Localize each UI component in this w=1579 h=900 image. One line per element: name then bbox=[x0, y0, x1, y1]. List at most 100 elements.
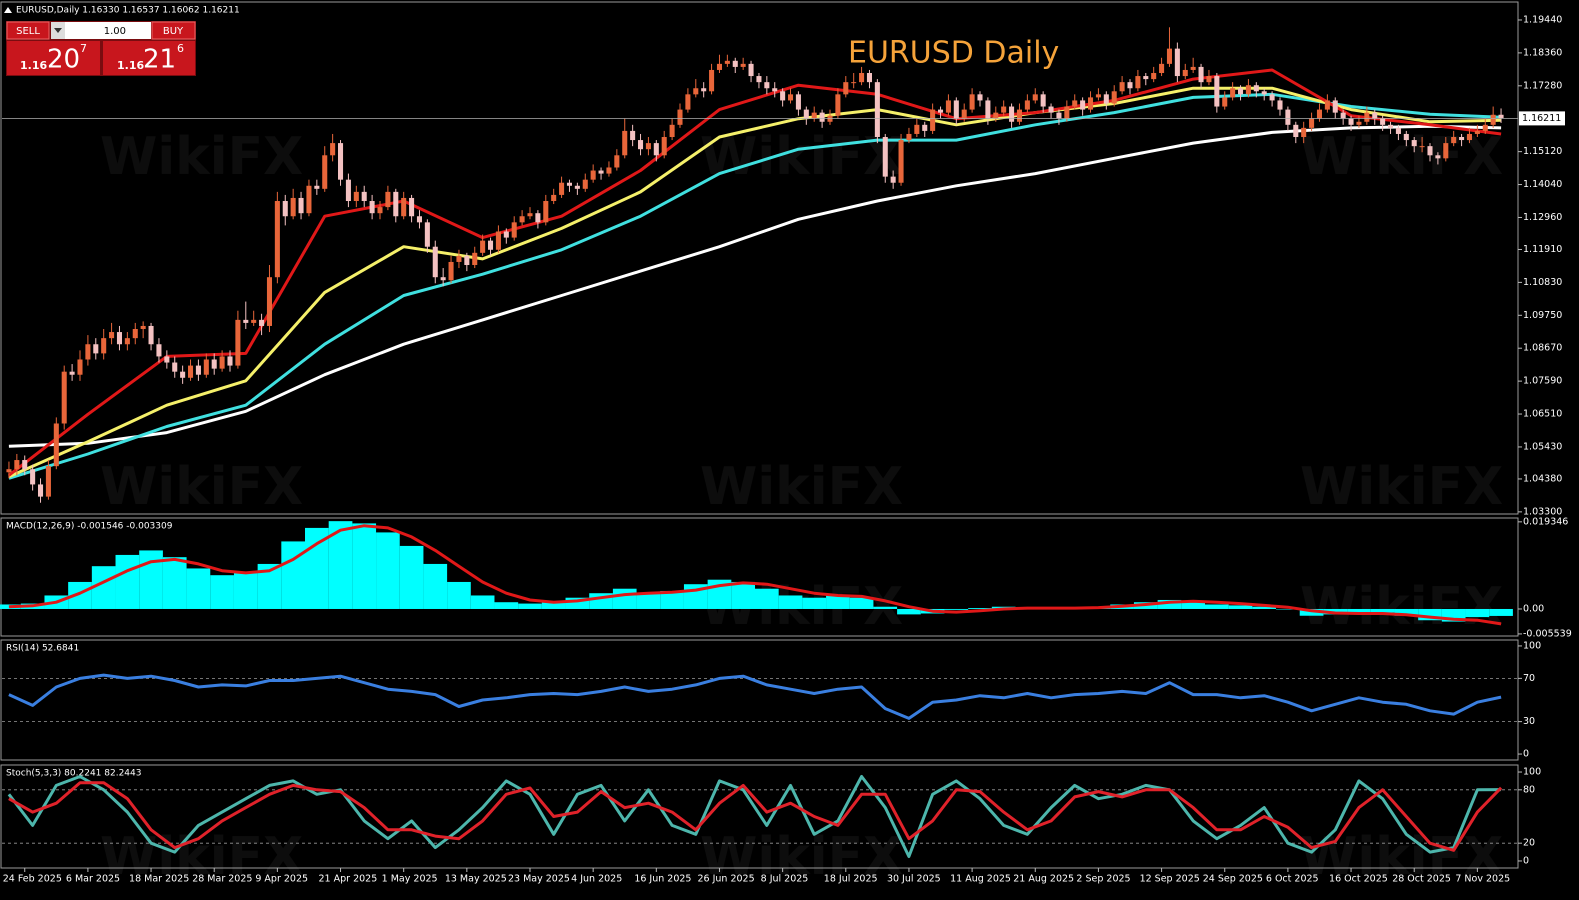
indicator-label: RSI(14) 52.6841 bbox=[6, 644, 79, 654]
x-tick-label: 23 May 2025 bbox=[508, 874, 570, 885]
candle-body bbox=[14, 460, 20, 470]
x-tick-label: 7 Nov 2025 bbox=[1455, 874, 1510, 885]
candle-body bbox=[1332, 100, 1338, 113]
candle-body bbox=[1316, 109, 1322, 119]
candle-body bbox=[306, 185, 312, 214]
moving-average bbox=[8, 92, 1502, 480]
histogram-bar bbox=[1347, 608, 1371, 613]
histogram-bar bbox=[233, 572, 258, 609]
histogram-bar bbox=[494, 602, 519, 609]
moving-average bbox=[8, 124, 1502, 448]
candle-body bbox=[1103, 94, 1109, 104]
candle-body bbox=[290, 197, 296, 217]
candle-body bbox=[251, 319, 257, 323]
candle-body bbox=[1143, 76, 1149, 80]
candle-body bbox=[930, 109, 936, 131]
histogram-bar bbox=[1252, 606, 1277, 609]
y-tick-label: 1.07590 bbox=[1523, 376, 1562, 387]
ask-box[interactable] bbox=[103, 41, 195, 75]
candle-body bbox=[1427, 146, 1433, 156]
histogram-bar bbox=[186, 568, 211, 609]
buy-button[interactable] bbox=[151, 21, 196, 40]
current-price-box bbox=[1519, 111, 1565, 126]
x-tick-label: 9 Apr 2025 bbox=[255, 874, 308, 885]
candle-body bbox=[614, 155, 620, 168]
candle-body bbox=[1466, 133, 1472, 141]
candle-body bbox=[503, 231, 509, 238]
candle-body bbox=[630, 130, 636, 141]
candle-body bbox=[203, 359, 209, 375]
sell-button[interactable] bbox=[6, 21, 50, 40]
candle-body bbox=[1364, 112, 1370, 122]
candle-body bbox=[45, 466, 51, 497]
y-tick-label: 1.14040 bbox=[1523, 179, 1562, 190]
candle-body bbox=[1024, 100, 1030, 110]
lot-input[interactable] bbox=[65, 22, 151, 39]
candle-body bbox=[164, 356, 170, 363]
candle-body bbox=[843, 82, 849, 95]
x-tick-label: 30 Jul 2025 bbox=[887, 874, 941, 885]
candle-body bbox=[1214, 76, 1220, 107]
candle-body bbox=[1490, 114, 1496, 125]
y-tick-label: 1.08670 bbox=[1523, 343, 1562, 354]
histogram-bar bbox=[826, 595, 850, 609]
candle-body bbox=[511, 222, 517, 238]
x-tick-label: 6 Mar 2025 bbox=[66, 874, 120, 885]
candle-body bbox=[116, 332, 122, 345]
y-tick-label: 1.12960 bbox=[1523, 212, 1562, 223]
candle-body bbox=[653, 143, 659, 156]
candle-body bbox=[180, 371, 186, 378]
candle-body bbox=[1198, 66, 1204, 83]
candle-body bbox=[361, 191, 367, 202]
candle-body bbox=[788, 94, 794, 101]
histogram-bar bbox=[541, 602, 566, 609]
candle-body bbox=[188, 365, 194, 378]
histogram-bar bbox=[115, 554, 140, 609]
histogram-bar bbox=[755, 588, 779, 609]
candle-body bbox=[685, 94, 691, 110]
candle-body bbox=[235, 319, 241, 366]
indicator-line bbox=[8, 673, 1502, 720]
candle-body bbox=[811, 112, 817, 119]
candle-body bbox=[701, 88, 707, 92]
bid-box[interactable] bbox=[7, 41, 100, 75]
candle-body bbox=[1474, 130, 1480, 134]
candle-body bbox=[961, 109, 967, 119]
panel-frame bbox=[0, 517, 1519, 637]
candle-body bbox=[53, 423, 59, 467]
candle-body bbox=[77, 359, 83, 375]
candle-body bbox=[85, 344, 91, 360]
histogram-bar bbox=[91, 566, 116, 609]
candle-body bbox=[1411, 140, 1417, 147]
x-tick-label: 26 Jun 2025 bbox=[697, 874, 754, 885]
x-tick-label: 18 Mar 2025 bbox=[129, 874, 189, 885]
x-tick-label: 6 Oct 2025 bbox=[1266, 874, 1319, 885]
x-tick-label: 13 May 2025 bbox=[445, 874, 507, 885]
candle-body bbox=[148, 325, 154, 345]
candle-body bbox=[851, 82, 857, 84]
candle-body bbox=[211, 359, 217, 369]
collapse-icon[interactable] bbox=[4, 7, 12, 13]
y-tick-label: 1.06510 bbox=[1523, 409, 1562, 420]
y-tick-label: 1.17280 bbox=[1523, 80, 1562, 91]
chart-header: EURUSD,Daily 1.16330 1.16537 1.16062 1.1… bbox=[16, 6, 240, 16]
histogram-bar bbox=[376, 532, 400, 609]
candle-body bbox=[985, 100, 991, 119]
candle-body bbox=[124, 338, 130, 345]
y-tick-label: 30 bbox=[1523, 716, 1535, 727]
y-tick-label: 100 bbox=[1523, 640, 1541, 651]
watermark: WikiFX bbox=[100, 127, 303, 187]
histogram-bar bbox=[352, 523, 377, 609]
candle-body bbox=[590, 170, 596, 180]
candle-body bbox=[645, 143, 651, 150]
histogram-bar bbox=[968, 608, 992, 609]
histogram-bar bbox=[1418, 608, 1442, 621]
indicator-line bbox=[8, 781, 1503, 852]
x-tick-label: 24 Feb 2025 bbox=[3, 874, 62, 885]
x-tick-label: 21 Aug 2025 bbox=[1013, 874, 1074, 885]
candle-body bbox=[1072, 100, 1078, 107]
candle-body bbox=[109, 332, 115, 339]
x-tick-label: 16 Oct 2025 bbox=[1329, 874, 1388, 885]
